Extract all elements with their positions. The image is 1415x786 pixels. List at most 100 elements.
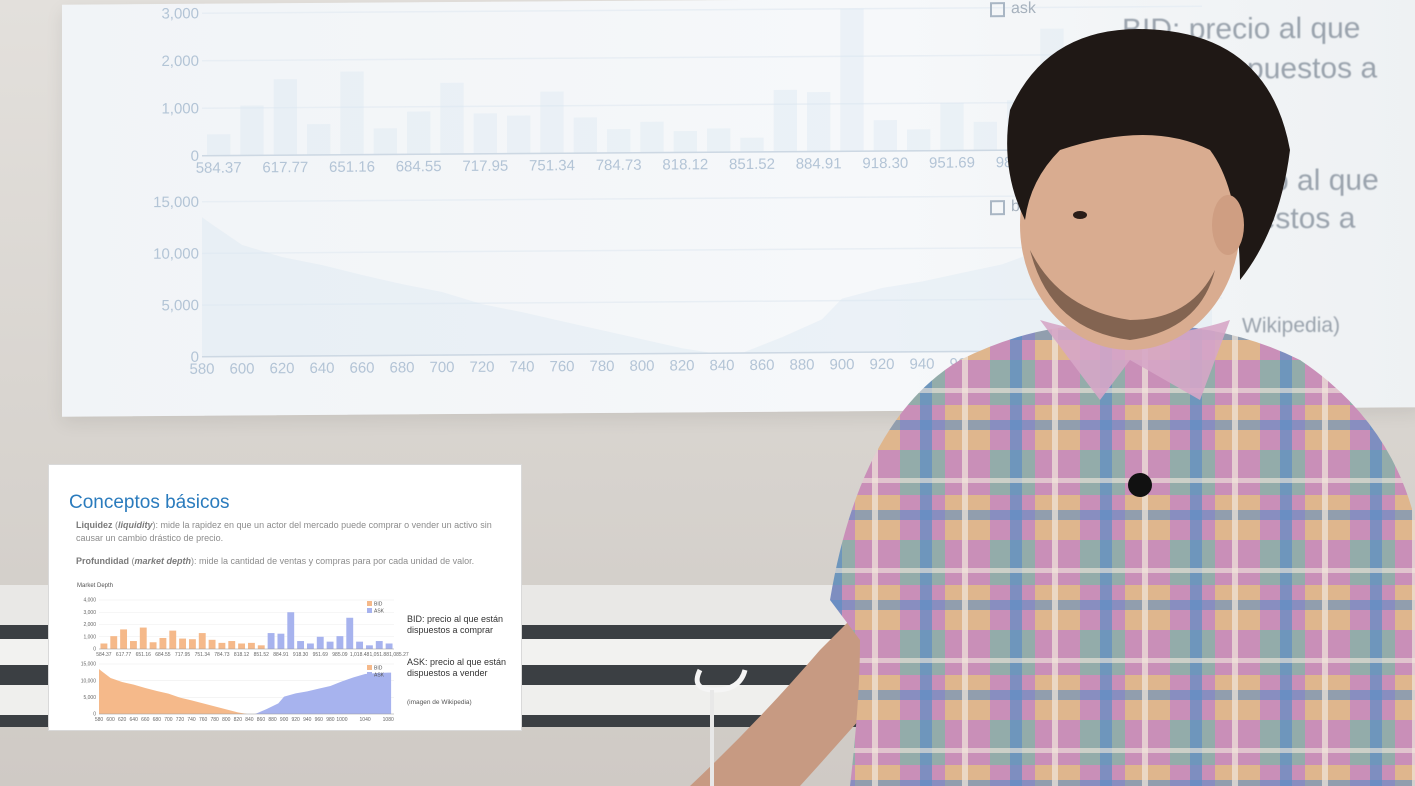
bar-ask bbox=[773, 89, 798, 152]
x-tick-label: 800 bbox=[222, 717, 231, 723]
legend-swatch bbox=[367, 665, 372, 670]
x-tick-label: 720 bbox=[176, 717, 185, 723]
bar-ask bbox=[277, 633, 285, 649]
x-tick-label: 760 bbox=[199, 717, 208, 723]
x-tick-label: 700 bbox=[429, 359, 454, 376]
ear bbox=[1212, 195, 1244, 255]
legend-label: BID bbox=[374, 666, 383, 672]
y-tick-label: 0 bbox=[191, 148, 199, 165]
bar-ask bbox=[365, 645, 373, 649]
x-tick-label: 818.12 bbox=[234, 652, 250, 658]
depth-paragraph: Profundidad (market depth): mide la cant… bbox=[76, 556, 475, 566]
shirt-sleeve bbox=[1290, 360, 1415, 680]
y-tick-label: 4,000 bbox=[83, 598, 96, 604]
bar-bid bbox=[473, 113, 497, 154]
x-tick-label: 584.37 bbox=[196, 159, 242, 176]
x-tick-label: 820 bbox=[669, 357, 694, 374]
x-tick-label: 700 bbox=[164, 717, 173, 723]
x-tick-label: 1080 bbox=[383, 717, 394, 723]
bar-bid bbox=[607, 129, 631, 153]
bar-bid bbox=[407, 111, 431, 155]
y-tick-label: 5,000 bbox=[161, 297, 199, 314]
bar-ask bbox=[840, 8, 864, 152]
x-tick-label: 660 bbox=[349, 360, 374, 377]
x-tick-label: 784.73 bbox=[214, 652, 230, 658]
x-tick-label: 651.16 bbox=[136, 652, 152, 658]
x-tick-label: 620 bbox=[269, 360, 294, 377]
x-tick-label: 580 bbox=[189, 361, 214, 378]
bar-ask bbox=[973, 121, 998, 151]
x-tick-label: 740 bbox=[187, 717, 196, 723]
bar-ask bbox=[316, 636, 324, 649]
liquidity-term-en: liquidity bbox=[118, 520, 153, 530]
liquidity-term: Liquidez bbox=[76, 520, 113, 530]
x-tick-label: 717.95 bbox=[175, 652, 191, 658]
depth-term: Profundidad bbox=[76, 556, 129, 566]
y-tick-label: 3,000 bbox=[161, 5, 199, 22]
y-tick-label: 10,000 bbox=[81, 678, 97, 684]
gridline bbox=[202, 53, 1202, 62]
eye bbox=[1073, 211, 1087, 219]
bar-bid bbox=[673, 130, 698, 153]
y-tick-label: 1,000 bbox=[161, 100, 199, 117]
liquidity-text: : mide la rapidez en que un actor del me… bbox=[76, 520, 492, 543]
x-tick-label: 784.73 bbox=[596, 157, 642, 174]
slide-thumbnail: Conceptos básicos Liquidez (liquidity): … bbox=[49, 465, 521, 730]
y-tick-label: 15,000 bbox=[81, 662, 97, 668]
x-tick-label: 951.69 bbox=[313, 652, 329, 658]
bid-note: BID: precio al que están dispuestos a co… bbox=[407, 614, 504, 635]
face bbox=[1020, 100, 1240, 350]
area-bid bbox=[99, 669, 248, 714]
bar-ask bbox=[385, 643, 393, 649]
x-tick-label: 851.52 bbox=[254, 652, 270, 658]
x-tick-label: 1,018.48 bbox=[350, 652, 370, 658]
x-tick-label: 640 bbox=[309, 360, 334, 377]
bar-ask bbox=[326, 641, 334, 649]
bar-bid bbox=[129, 641, 137, 649]
bar-bid bbox=[340, 71, 364, 155]
x-tick-label: 880 bbox=[789, 356, 814, 373]
area-ask bbox=[255, 672, 392, 714]
bar-bid bbox=[169, 630, 177, 649]
image-credit: (imagen de Wikipedia) bbox=[407, 699, 472, 706]
y-tick-label: 1,000 bbox=[83, 634, 96, 640]
x-tick-label: 620 bbox=[118, 717, 127, 723]
legend-swatch bbox=[367, 601, 372, 606]
y-tick-label: 0 bbox=[93, 712, 96, 718]
bar-bid bbox=[507, 115, 531, 154]
bar-ask bbox=[940, 102, 964, 151]
x-tick-label: 600 bbox=[106, 717, 115, 723]
x-tick-label: 820 bbox=[234, 717, 243, 723]
x-tick-label: 800 bbox=[629, 358, 654, 375]
x-tick-label: 1040 bbox=[360, 717, 371, 723]
bar-bid bbox=[207, 134, 231, 156]
x-tick-label: 940 bbox=[303, 717, 312, 723]
y-tick-label: 0 bbox=[191, 349, 199, 366]
bar-bid bbox=[273, 79, 298, 156]
x-tick-label: 880 bbox=[268, 717, 277, 723]
beard bbox=[1030, 250, 1215, 340]
x-tick-label: 751.34 bbox=[529, 157, 575, 174]
bar-bid bbox=[247, 642, 255, 649]
legend-label: ASK bbox=[374, 609, 385, 615]
x-tick-label: 840 bbox=[709, 357, 734, 374]
y-tick-label: 0 bbox=[93, 647, 96, 653]
legend-swatch bbox=[367, 672, 372, 677]
bar-bid bbox=[110, 636, 118, 649]
x-tick-label: 884.91 bbox=[273, 652, 289, 658]
bar-ask bbox=[907, 129, 931, 151]
x-tick-label: 918.30 bbox=[293, 652, 309, 658]
x-tick-label: 760 bbox=[549, 358, 574, 375]
bar-bid bbox=[540, 91, 564, 154]
bar-bid bbox=[257, 645, 265, 649]
bar-ask bbox=[306, 643, 314, 649]
bar-bid bbox=[240, 105, 264, 156]
x-tick-label: 951.69 bbox=[929, 154, 975, 171]
x-tick-label: 900 bbox=[280, 717, 289, 723]
x-tick-label: 640 bbox=[130, 717, 139, 723]
bar-bid bbox=[573, 117, 597, 154]
bar-bid bbox=[238, 643, 246, 649]
y-tick-label: 2,000 bbox=[161, 53, 199, 70]
